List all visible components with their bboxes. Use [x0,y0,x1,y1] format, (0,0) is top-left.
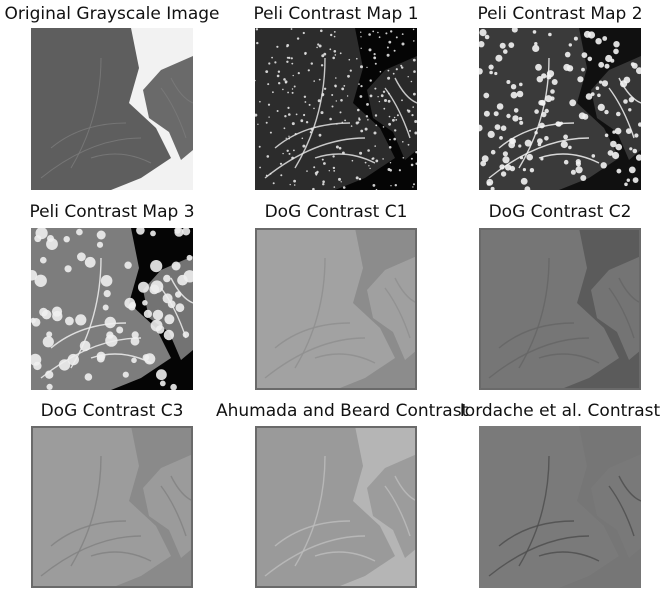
panel-image-svg [31,28,193,190]
panel-image [255,28,417,190]
panel-image-svg [255,426,417,588]
panel-image-svg [31,228,193,390]
panel-title: DoG Contrast C2 [488,202,632,222]
panel-image [479,28,641,190]
panel-image [479,228,641,390]
panel-image-svg [479,28,641,190]
panel-image [31,28,193,190]
panel-image-svg [479,426,641,588]
panel-title: Ahumada and Beard Contrast [216,401,469,421]
panel-title: Peli Contrast Map 1 [253,4,419,24]
panel-title: Peli Contrast Map 3 [29,202,195,222]
panel-image [255,228,417,390]
panel-image-svg [31,426,193,588]
panel-image-svg [479,228,641,390]
panel-image-svg [255,228,417,390]
panel-title: Iordache et al. Contrast [459,401,661,421]
panel-title: DoG Contrast C1 [264,202,408,222]
panel-title: Peli Contrast Map 2 [477,4,643,24]
panel-title: DoG Contrast C3 [40,401,184,421]
panel-image [479,426,641,588]
panel-title: Original Grayscale Image [4,4,220,24]
panel-image [31,228,193,390]
panel-image-svg [255,28,417,190]
panel-image [255,426,417,588]
panel-image [31,426,193,588]
